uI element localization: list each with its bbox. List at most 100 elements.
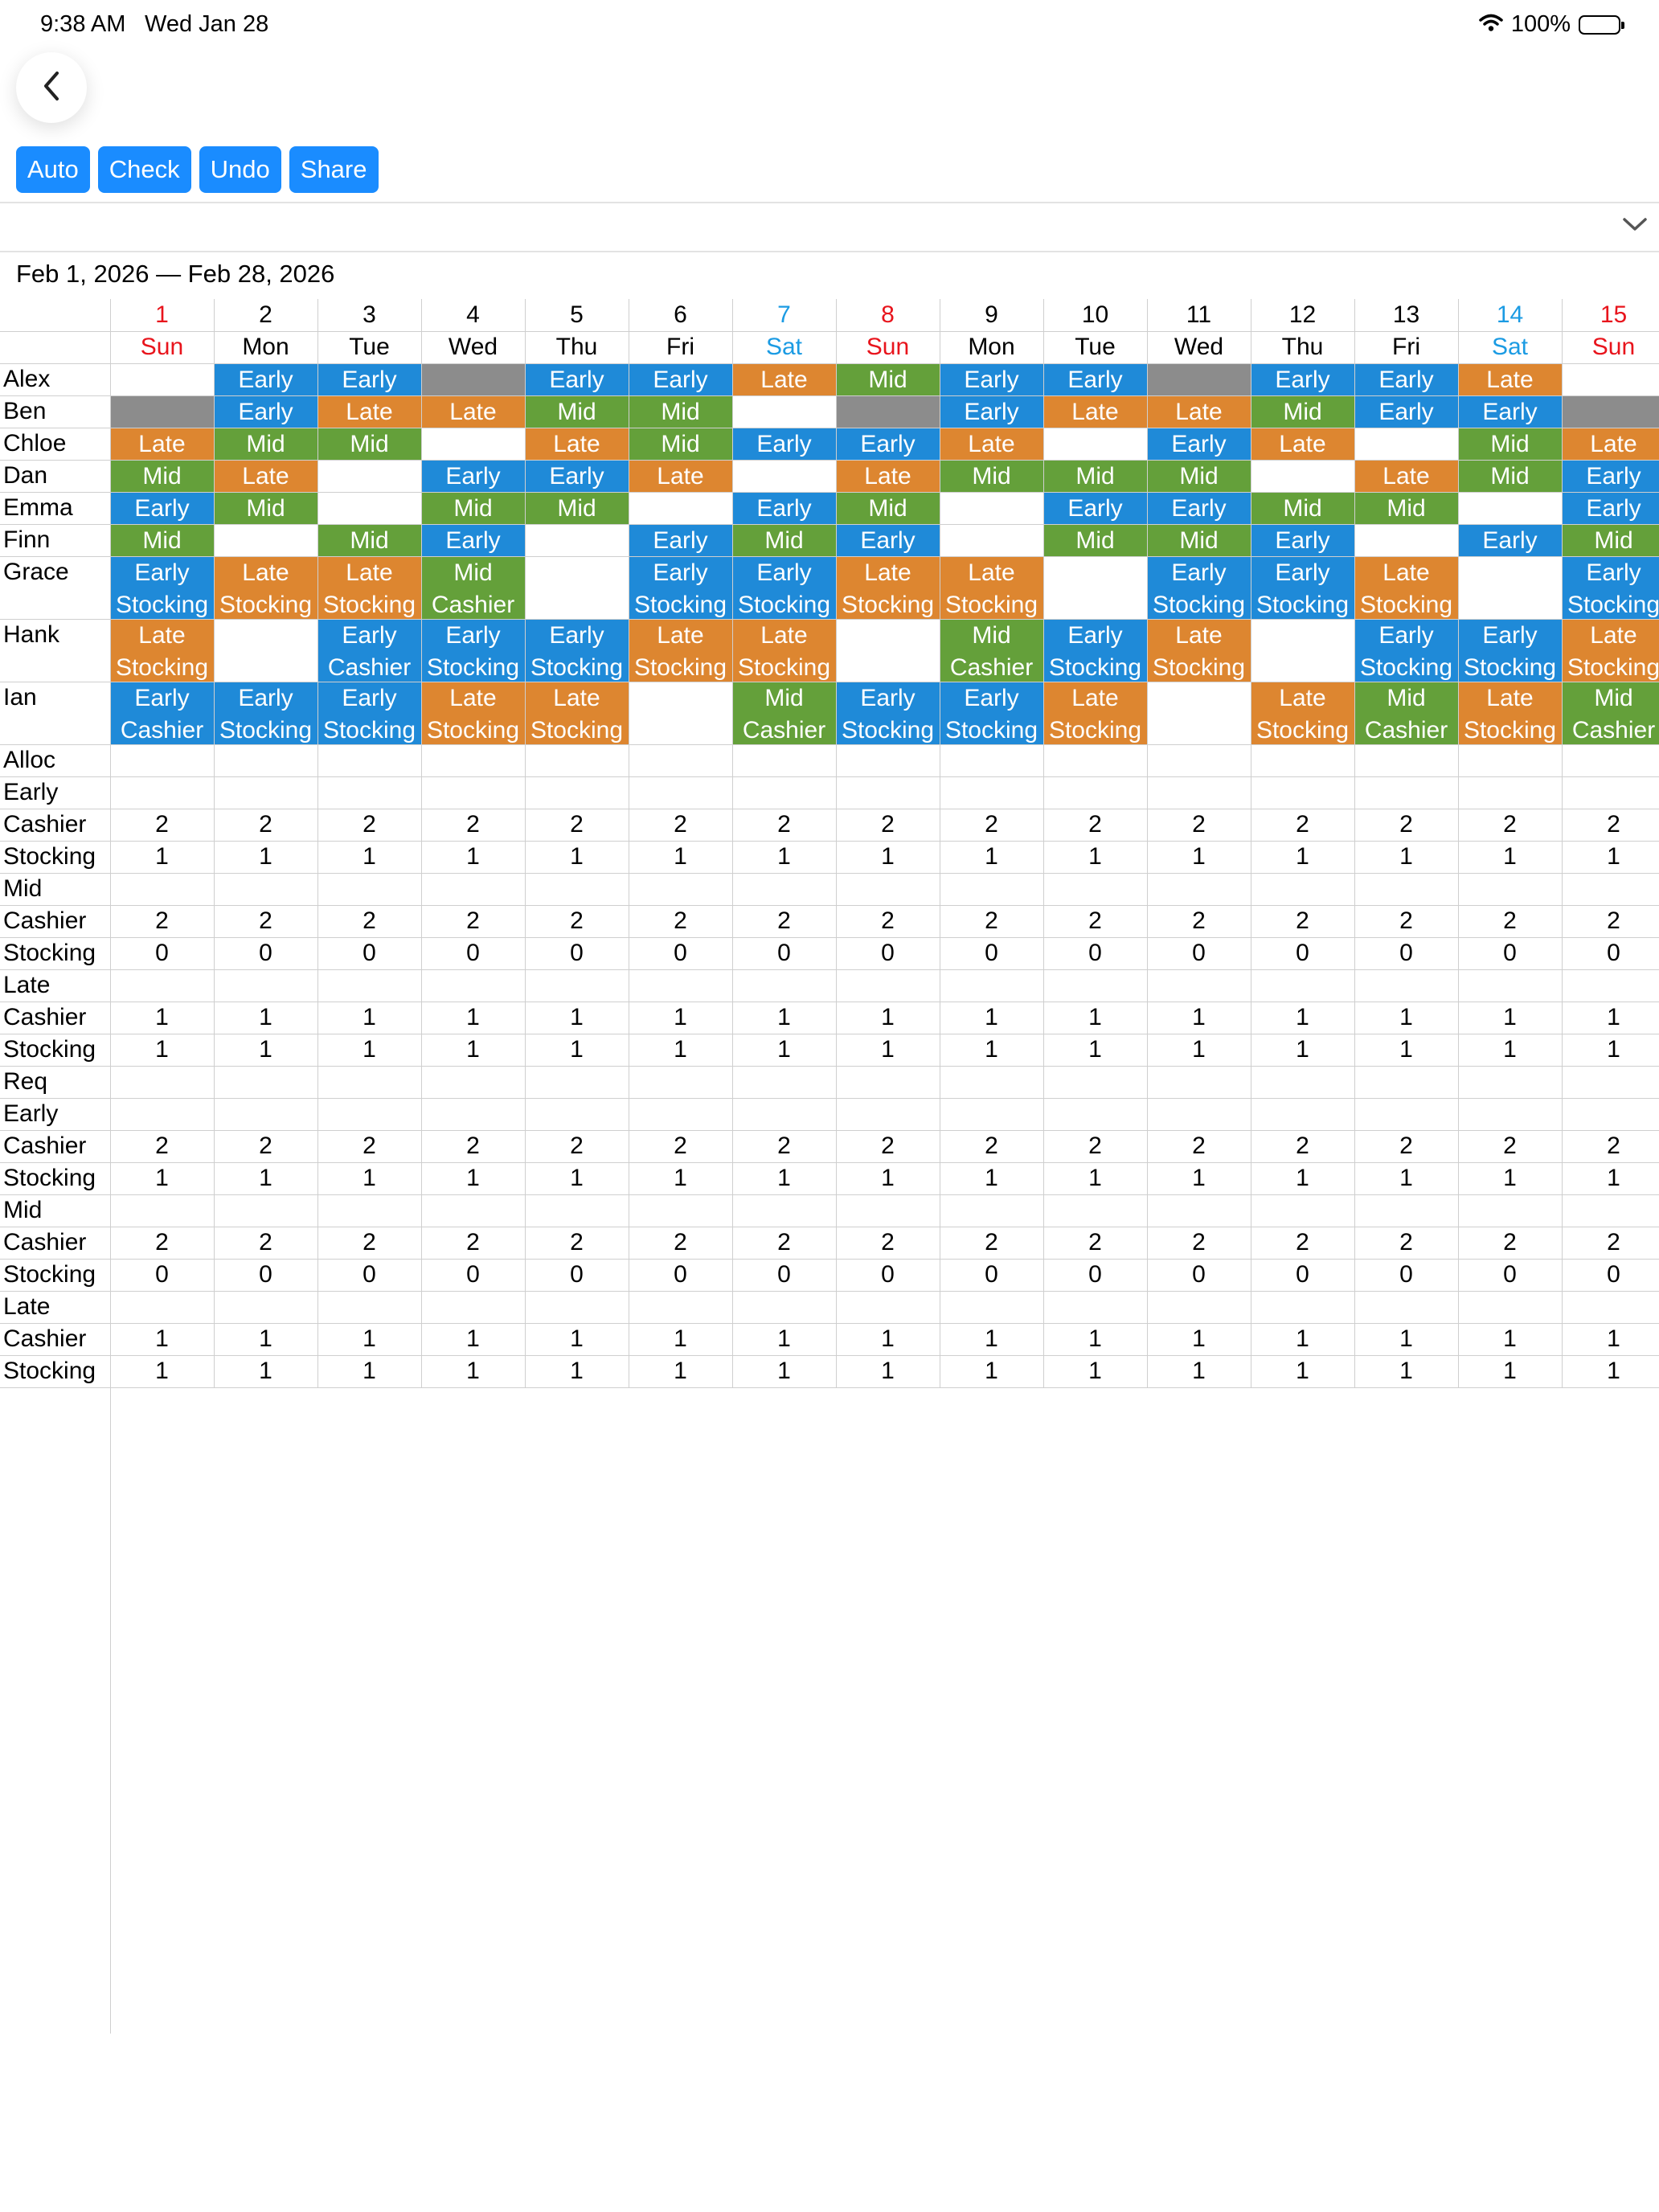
shift-cell[interactable]: Early Stocking [421,620,525,682]
shift-cell[interactable]: Early [1354,396,1458,428]
shift-cell[interactable]: Late [421,396,525,428]
shift-cell[interactable]: Late [1251,428,1354,460]
shift-cell[interactable]: Mid [317,428,421,460]
shift-cell[interactable]: Mid Cashier [940,620,1043,682]
shift-cell[interactable]: Early Stocking [1458,620,1562,682]
shift-cell[interactable] [629,682,732,744]
shift-cell[interactable]: Late Stocking [1251,682,1354,744]
shift-cell[interactable]: Late Stocking [214,557,317,619]
check-button[interactable]: Check [97,146,191,193]
shift-cell[interactable]: Mid [110,525,214,556]
shift-cell[interactable]: Late Stocking [1458,682,1562,744]
shift-cell[interactable]: Mid Cashier [732,682,836,744]
shift-cell[interactable]: Early [629,364,732,395]
shift-cell[interactable]: Early [110,493,214,524]
shift-cell[interactable]: Early Stocking [110,557,214,619]
shift-cell[interactable]: Early [1562,461,1659,492]
shift-cell[interactable] [732,396,836,428]
shift-cell[interactable]: Early [421,525,525,556]
shift-cell[interactable] [110,364,214,395]
shift-cell[interactable]: Late Stocking [732,620,836,682]
shift-cell[interactable] [214,525,317,556]
shift-cell[interactable] [1251,461,1354,492]
shift-cell[interactable] [317,461,421,492]
shift-cell[interactable]: Early Stocking [317,682,421,744]
shift-cell[interactable] [940,525,1043,556]
back-button[interactable] [16,52,87,123]
shift-cell[interactable]: Late [1562,428,1659,460]
shift-cell[interactable]: Mid [525,396,629,428]
shift-cell[interactable] [1562,396,1659,428]
shift-cell[interactable]: Early Stocking [1043,620,1147,682]
shift-cell[interactable] [732,461,836,492]
shift-cell[interactable]: Early [940,396,1043,428]
shift-cell[interactable]: Late [629,461,732,492]
shift-cell[interactable]: Late [214,461,317,492]
shift-cell[interactable]: Late Stocking [629,620,732,682]
shift-cell[interactable]: Early [940,364,1043,395]
shift-cell[interactable]: Early [317,364,421,395]
shift-cell[interactable] [317,493,421,524]
shift-cell[interactable]: Late Stocking [1562,620,1659,682]
shift-cell[interactable]: Late [1354,461,1458,492]
shift-cell[interactable] [1354,428,1458,460]
shift-cell[interactable] [1458,493,1562,524]
shift-cell[interactable]: Early [836,428,940,460]
shift-cell[interactable] [1458,557,1562,619]
shift-cell[interactable]: Mid [940,461,1043,492]
shift-cell[interactable]: Early [1043,493,1147,524]
shift-cell[interactable]: Mid [214,428,317,460]
shift-cell[interactable]: Late Stocking [940,557,1043,619]
auto-button[interactable]: Auto [16,146,90,193]
shift-cell[interactable]: Late [317,396,421,428]
shift-cell[interactable]: Late Stocking [1147,620,1251,682]
shift-cell[interactable]: Early Stocking [940,682,1043,744]
shift-cell[interactable]: Late Stocking [525,682,629,744]
shift-cell[interactable]: Early [214,364,317,395]
shift-cell[interactable] [525,525,629,556]
undo-button[interactable]: Undo [199,146,281,193]
shift-cell[interactable]: Late Stocking [421,682,525,744]
shift-cell[interactable] [1147,682,1251,744]
shift-cell[interactable]: Mid [1251,493,1354,524]
shift-cell[interactable] [1043,428,1147,460]
shift-cell[interactable]: Early Stocking [836,682,940,744]
shift-cell[interactable]: Early [1147,493,1251,524]
shift-cell[interactable]: Mid [1147,461,1251,492]
shift-cell[interactable]: Early Stocking [629,557,732,619]
shift-cell[interactable]: Mid [1354,493,1458,524]
shift-cell[interactable] [836,396,940,428]
shift-cell[interactable]: Mid [1251,396,1354,428]
shift-cell[interactable]: Early [1147,428,1251,460]
shift-cell[interactable]: Early [1251,364,1354,395]
shift-cell[interactable]: Mid [629,428,732,460]
shift-cell[interactable]: Mid [317,525,421,556]
shift-cell[interactable]: Late [732,364,836,395]
shift-cell[interactable]: Early [1043,364,1147,395]
chevron-down-icon[interactable] [1621,215,1649,237]
shift-cell[interactable]: Early Stocking [1354,620,1458,682]
shift-cell[interactable] [1147,364,1251,395]
shift-cell[interactable] [525,557,629,619]
shift-cell[interactable]: Mid Cashier [421,557,525,619]
shift-cell[interactable]: Mid [1147,525,1251,556]
shift-cell[interactable] [836,620,940,682]
shift-cell[interactable]: Late [110,428,214,460]
shift-cell[interactable]: Late Stocking [110,620,214,682]
shift-cell[interactable]: Early [1251,525,1354,556]
shift-cell[interactable] [421,428,525,460]
shift-cell[interactable]: Late Stocking [836,557,940,619]
shift-cell[interactable]: Mid Cashier [1354,682,1458,744]
shift-cell[interactable]: Early Stocking [1251,557,1354,619]
shift-cell[interactable]: Mid [525,493,629,524]
shift-cell[interactable]: Late [836,461,940,492]
shift-cell[interactable]: Early [836,525,940,556]
shift-cell[interactable] [110,396,214,428]
shift-cell[interactable]: Early Stocking [1562,557,1659,619]
shift-cell[interactable] [629,493,732,524]
shift-cell[interactable] [1354,525,1458,556]
shift-cell[interactable]: Early Cashier [317,620,421,682]
share-button[interactable]: Share [289,146,379,193]
shift-cell[interactable]: Mid [421,493,525,524]
shift-cell[interactable]: Mid [214,493,317,524]
